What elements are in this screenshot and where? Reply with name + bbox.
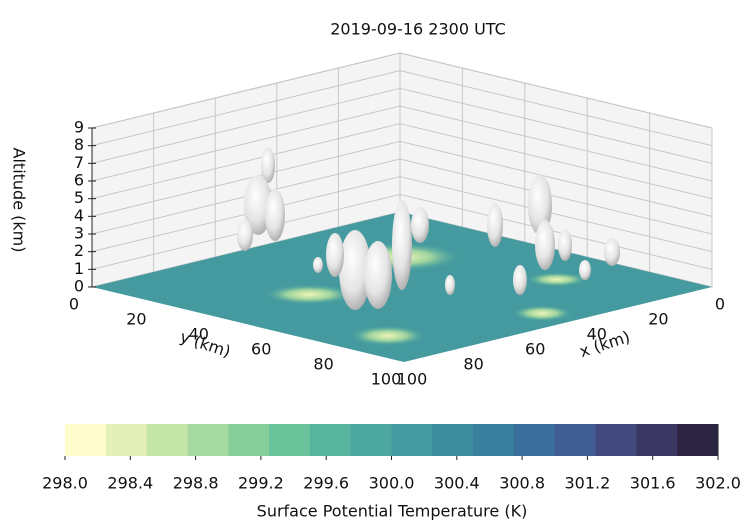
grid-line (91, 176, 713, 253)
colorbar-swatch (105, 424, 148, 456)
chart-title: 2019-09-16 2300 UTC (330, 20, 506, 39)
y-tick-label: 80 (313, 355, 333, 374)
colorbar-tick-label: 300.0 (369, 474, 415, 493)
colorbar-tick-label: 300.4 (434, 474, 480, 493)
grid-line (91, 105, 713, 182)
colorbar-tick-label: 299.6 (303, 474, 349, 493)
cloud (237, 219, 253, 251)
colorbar-tick-label: 301.6 (630, 474, 676, 493)
warm-patch (526, 272, 587, 287)
z-tick-label: 5 (74, 188, 84, 207)
colorbar-swatch (391, 424, 433, 456)
colorbar-tick-label: 298.8 (173, 474, 219, 493)
grid-line (91, 158, 713, 235)
y-tick-label: 60 (251, 340, 271, 359)
colorbar-tick-label: 299.2 (238, 474, 284, 493)
colorbar-tick-label: 300.8 (499, 474, 545, 493)
z-axis-label: Altitude (km) (10, 148, 29, 253)
colorbar-swatch (187, 424, 229, 456)
colorbar-tick-label: 302.0 (695, 474, 741, 493)
colorbar-tick-label: 298.4 (107, 474, 153, 493)
warm-patch (264, 284, 355, 305)
cloud (339, 230, 371, 310)
cloud (604, 238, 620, 266)
walls (91, 52, 713, 288)
x-tick-label: 0 (715, 295, 725, 314)
colorbar-swatch (228, 424, 270, 456)
cloud (528, 175, 552, 235)
cloud (244, 175, 272, 235)
x-tick-label: 20 (648, 310, 668, 329)
colorbar-tick-label: 298.0 (42, 474, 88, 493)
z-tick-label: 1 (74, 259, 84, 278)
y-tick-label: 100 (371, 370, 402, 389)
grid-line (91, 70, 713, 147)
cloud (513, 265, 527, 295)
y-tick-label: 40 (189, 325, 209, 344)
z-tick-label: 9 (74, 118, 84, 137)
z-tick-label: 2 (74, 241, 84, 260)
z-tick-label: 6 (74, 171, 84, 190)
x-tick-label: 80 (463, 355, 483, 374)
cloud (558, 229, 572, 261)
z-tick-label: 8 (74, 135, 84, 154)
x-tick-label: 40 (587, 325, 607, 344)
colorbar-swatch (269, 424, 311, 456)
cloud (313, 257, 323, 273)
grid-line (91, 123, 713, 200)
colorbar-swatch (146, 424, 188, 456)
cloud (445, 275, 455, 295)
grid-line (91, 140, 713, 217)
x-tick-label: 60 (525, 340, 545, 359)
colorbar: 298.0 298.4 298.8 299.2 299.6 300.0 300.4 300.8… (42, 424, 741, 493)
colorbar-swatch (636, 424, 678, 456)
colorbar-swatch (513, 424, 556, 456)
colorbar-swatch (473, 424, 515, 456)
colorbar-swatch (677, 424, 719, 456)
grid-line (91, 52, 713, 129)
colorbar-label: Surface Potential Temperature (K) (257, 502, 528, 521)
colorbar-swatch (65, 424, 107, 456)
cloud (579, 260, 591, 280)
colorbar-swatch (309, 424, 352, 456)
z-tick-label: 7 (74, 153, 84, 172)
warm-patch (349, 325, 426, 346)
cloud (364, 241, 392, 309)
cloud (261, 147, 275, 183)
y-tick-label: 20 (126, 310, 146, 329)
colorbar-swatch (350, 424, 392, 456)
z-tick-label: 4 (74, 206, 84, 225)
y-tick-label: 0 (69, 295, 79, 314)
z-tick-label: 3 (74, 224, 84, 243)
cloud (265, 189, 285, 241)
cloud (487, 203, 503, 247)
cloud (326, 233, 344, 277)
warm-patch (512, 305, 573, 322)
x-tick-label: 100 (397, 370, 428, 389)
isosurfaces (237, 147, 620, 310)
cloud (392, 200, 412, 290)
z-tick-label: 0 (74, 277, 84, 296)
cloud (535, 220, 555, 270)
colorbar-swatch (554, 424, 597, 456)
grid-line (91, 87, 713, 164)
colorbar-swatch (595, 424, 637, 456)
colorbar-swatch (432, 424, 474, 456)
colorbar-tick-label: 301.2 (564, 474, 610, 493)
cloud (411, 207, 429, 243)
